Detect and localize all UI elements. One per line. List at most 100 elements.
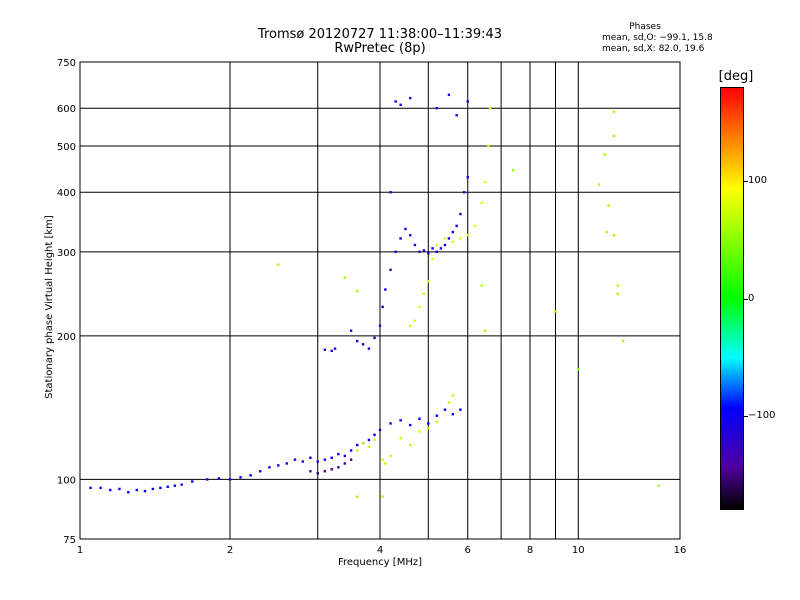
grid-lines [80,62,680,539]
echo-point [337,466,340,469]
echo-point [577,368,580,371]
echo-point [399,437,402,440]
echo-point [431,247,434,250]
x-axis-label: Frequency [MHz] [337,557,423,568]
echo-point [427,422,430,425]
echo-point [612,110,616,113]
echo-point [259,470,262,473]
x-tick-label: 4 [377,545,383,556]
echo-point [443,408,447,411]
phase-stats-o: mean, sd,O: −99.1, 15.8 [602,33,713,43]
colorbar-tick-label: 100 [748,175,768,186]
echo-point [367,438,371,442]
x-tick-label: 10 [572,545,585,556]
echo-point [616,284,619,287]
y-tick-label: 750 [57,58,76,69]
axis-ticks: 1 2 4 6 8 10 16 75 100 200 300 400 500 600 750 [57,58,686,556]
echo-point [151,487,155,491]
echo-point [99,486,102,490]
y-tick-label: 100 [57,475,76,486]
echo-point [418,250,421,254]
echo-point [373,336,376,340]
y-tick-label: 300 [57,248,76,259]
echo-point [488,107,492,110]
echo-point [480,201,483,205]
echo-point [343,276,347,279]
echo-point [349,458,353,461]
echo-point [435,250,438,254]
echo-point [309,456,312,459]
echo-point [355,449,359,452]
plot-frame [79,61,681,540]
y-tick-label: 500 [57,142,76,153]
echo-point [483,329,487,332]
colorbar-tick-mark [744,298,748,300]
echo-point [427,252,430,255]
echo-point [330,456,333,459]
echo-point [597,183,601,186]
echo-point [389,191,392,194]
echo-point [404,227,407,231]
echo-point [480,284,483,287]
echo-point [413,243,417,247]
echo-point [323,348,327,351]
echo-point [447,401,451,404]
echo-point [173,484,177,487]
echo-point [135,488,138,492]
echo-point [355,495,359,498]
echo-point [268,466,271,469]
echo-point [166,485,169,488]
colorbar-tick-mark [744,416,748,417]
echo-point [462,191,466,194]
echo-point [409,423,412,427]
echo-point [422,292,426,295]
y-axis-label: Stationary phase Virtual Height [km] [44,215,55,399]
echo-point [554,310,557,313]
echo-point [409,443,412,447]
echo-point [159,486,162,490]
phase-colorbar [720,87,744,510]
echo-point [603,153,606,156]
echo-point [607,204,610,207]
echo-point [389,422,392,425]
echo-point [367,445,371,449]
colorbar-tick-label: 0 [748,292,755,304]
x-tick-label: 2 [227,545,233,556]
echo-point [355,339,359,343]
echo-point [378,428,382,432]
echo-point [191,480,194,483]
echo-point [443,237,447,240]
echo-point [616,292,619,295]
echo-point [277,263,280,266]
echo-point [143,489,147,493]
y-tick-label: 200 [57,332,76,343]
y-tick-label: 600 [57,104,76,115]
echo-point [399,237,402,240]
echo-point [373,438,376,442]
data-points [89,93,660,498]
echo-point [435,414,438,417]
echo-point [413,319,417,323]
echo-point [239,476,242,479]
echo-point [249,474,252,477]
echo-point [447,93,451,97]
echo-point [349,329,353,332]
echo-point [323,470,327,473]
echo-point [389,268,392,272]
echo-point [373,433,376,437]
echo-point [443,243,447,247]
echo-point [301,460,305,463]
echo-point [466,234,469,237]
x-tick-label: 1 [77,545,83,556]
echo-point [431,257,434,261]
x-tick-label: 16 [674,545,687,556]
echo-point [367,347,371,350]
echo-point [355,443,359,447]
echo-point [612,234,616,237]
echo-point [447,237,451,240]
echo-point [180,483,183,486]
echo-point [381,495,384,498]
echo-point [89,486,92,490]
echo-point [394,250,397,254]
echo-point [409,324,412,327]
